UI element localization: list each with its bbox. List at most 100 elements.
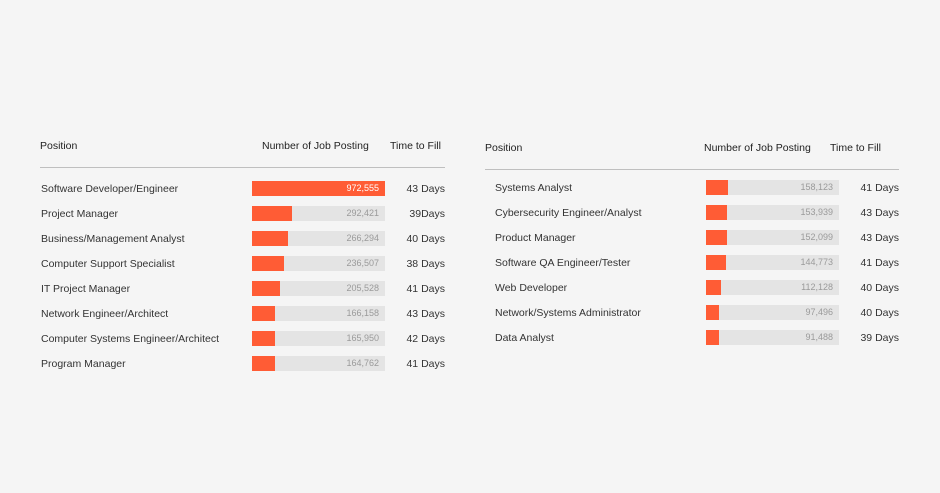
time-to-fill-value: 42 Days — [406, 333, 445, 345]
table-row: Network Engineer/Architect 166,158 43 Days — [40, 303, 445, 328]
bar — [252, 256, 285, 271]
table-row: Systems Analyst 158,123 41 Days — [485, 177, 899, 202]
bar — [706, 205, 728, 220]
time-to-fill-value: 43 Days — [406, 183, 445, 195]
time-to-fill-value: 41 Days — [406, 358, 445, 370]
left-header-row: Position Number of Job Posting Time to F… — [40, 140, 445, 168]
time-to-fill-value: 41 Days — [406, 283, 445, 295]
table-row: Business/Management Analyst 266,294 40 Day… — [40, 228, 445, 253]
position-label: Product Manager — [495, 232, 576, 244]
position-label: Systems Analyst — [495, 182, 573, 194]
bar — [706, 255, 726, 270]
time-to-fill-value: 41 Days — [860, 182, 899, 194]
position-label: Data Analyst — [495, 332, 554, 344]
bar — [252, 331, 275, 346]
data-label: 112,128 — [801, 282, 833, 292]
position-label: Program Manager — [41, 358, 126, 370]
data-label: 97,496 — [805, 307, 833, 317]
bar — [706, 330, 719, 345]
table-row: Project Manager 292,421 39Days — [40, 203, 445, 228]
table-row: Program Manager 164,762 41 Days — [40, 353, 445, 378]
position-label: Computer Systems Engineer/Architect — [41, 333, 219, 345]
data-label: 292,421 — [346, 208, 379, 218]
bar-track: 97,496 — [706, 305, 839, 320]
time-to-fill-value: 40 Days — [406, 233, 445, 245]
bar-track: 165,950 — [252, 331, 385, 346]
bar-track: 236,507 — [252, 256, 385, 271]
bar — [706, 280, 722, 295]
position-label: Project Manager — [41, 208, 119, 220]
left-table: Position Number of Job Posting Time to F… — [40, 140, 445, 378]
bar — [706, 305, 720, 320]
time-to-fill-value: 38 Days — [406, 258, 445, 270]
position-label: Cybersecurity Engineer/Analyst — [495, 207, 642, 219]
time-to-fill-header: Time to Fill — [390, 140, 441, 152]
time-to-fill-value: 39Days — [409, 208, 445, 220]
time-to-fill-value: 40 Days — [860, 282, 899, 294]
data-label: 144,773 — [800, 257, 833, 267]
data-label: 158,123 — [800, 182, 833, 192]
position-header: Position — [485, 142, 523, 154]
bar — [252, 281, 281, 296]
job-posting-header: Number of Job Posting — [262, 140, 369, 152]
data-label: 153,939 — [800, 207, 833, 217]
bar — [252, 181, 385, 196]
position-label: Web Developer — [495, 282, 568, 294]
bar-track: 158,123 — [706, 180, 839, 195]
table-row: Cybersecurity Engineer/Analyst 153,939 43 … — [485, 202, 899, 227]
data-label: 236,507 — [346, 258, 379, 268]
position-label: Software Developer/Engineer — [41, 183, 179, 195]
position-label: Business/Management Analyst — [41, 233, 185, 245]
bar — [706, 230, 727, 245]
data-label: 972,555 — [346, 183, 379, 193]
table-row: Web Developer 112,128 40 Days — [485, 277, 899, 302]
time-to-fill-value: 43 Days — [860, 232, 899, 244]
time-to-fill-value: 41 Days — [860, 257, 899, 269]
bar — [252, 231, 289, 246]
position-label: Software QA Engineer/Tester — [495, 257, 631, 269]
bar — [252, 306, 275, 321]
data-label: 152,099 — [800, 232, 833, 242]
table-row: Product Manager 152,099 43 Days — [485, 227, 899, 252]
bar-track: 972,555 — [252, 181, 385, 196]
bar-track: 266,294 — [252, 231, 385, 246]
left-rows: Software Developer/Engineer 972,555 43 Day… — [40, 168, 445, 378]
position-label: IT Project Manager — [41, 283, 131, 295]
time-to-fill-value: 39 Days — [860, 332, 899, 344]
data-label: 165,950 — [346, 333, 379, 343]
bar-track: 164,762 — [252, 356, 385, 371]
right-table: Position Number of Job Posting Time to F… — [485, 142, 899, 352]
data-label: 91,488 — [805, 332, 833, 342]
data-label: 266,294 — [346, 233, 379, 243]
time-to-fill-value: 40 Days — [860, 307, 899, 319]
bar-track: 153,939 — [706, 205, 839, 220]
right-rows: Systems Analyst 158,123 41 Days Cybersecuri… — [485, 170, 899, 352]
position-label: Computer Support Specialist — [41, 258, 175, 270]
bar-track: 152,099 — [706, 230, 839, 245]
time-to-fill-value: 43 Days — [406, 308, 445, 320]
bar-track: 292,421 — [252, 206, 385, 221]
table-row: Data Analyst 91,488 39 Days — [485, 327, 899, 352]
table-row: Software QA Engineer/Tester 144,773 41 Day… — [485, 252, 899, 277]
bar — [252, 206, 292, 221]
time-to-fill-header: Time to Fill — [830, 142, 881, 154]
position-label: Network Engineer/Architect — [41, 308, 169, 320]
table-row: Software Developer/Engineer 972,555 43 Day… — [40, 178, 445, 203]
data-label: 164,762 — [346, 358, 379, 368]
data-label: 166,158 — [346, 308, 379, 318]
bar-track: 144,773 — [706, 255, 839, 270]
bar-track: 166,158 — [252, 306, 385, 321]
table-row: Computer Support Specialist 236,507 38 Day… — [40, 253, 445, 278]
time-to-fill-value: 43 Days — [860, 207, 899, 219]
right-header-row: Position Number of Job Posting Time to F… — [485, 142, 899, 170]
data-label: 205,528 — [346, 283, 379, 293]
position-header: Position — [40, 140, 78, 152]
table-row: IT Project Manager 205,528 41 Days — [40, 278, 445, 303]
bar — [706, 180, 728, 195]
bar — [252, 356, 275, 371]
job-posting-header: Number of Job Posting — [704, 142, 811, 154]
table-row: Network/Systems Administrator 97,496 40 Da… — [485, 302, 899, 327]
bar-track: 112,128 — [706, 280, 839, 295]
table-row: Computer Systems Engineer/Architect 165,9… — [40, 328, 445, 353]
bar-track: 205,528 — [252, 281, 385, 296]
